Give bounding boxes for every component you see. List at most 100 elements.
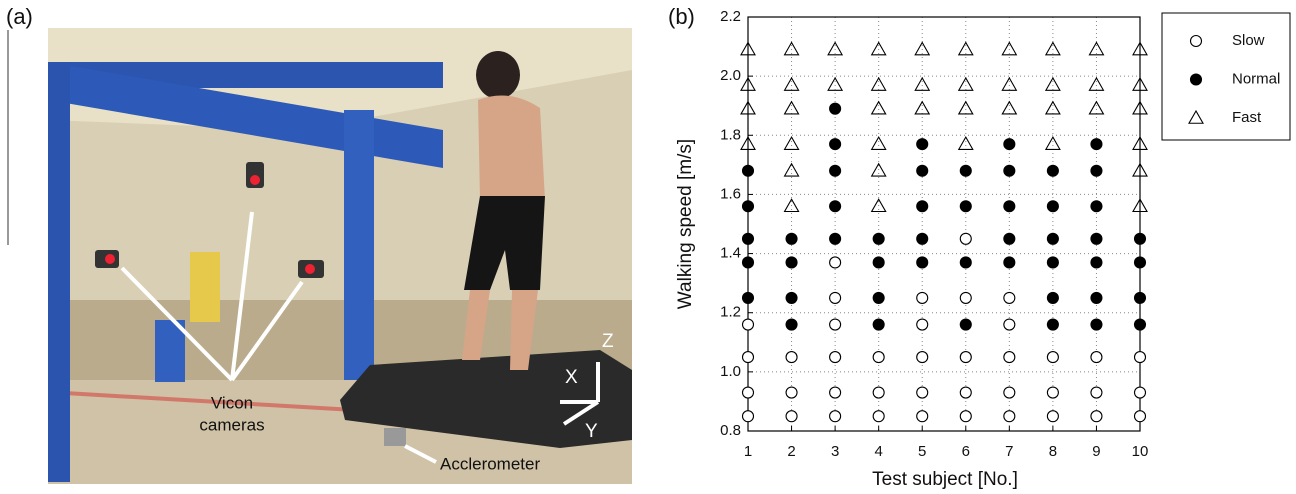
point <box>1133 291 1147 304</box>
panel-label: (b) <box>668 4 695 29</box>
point <box>1003 200 1016 213</box>
y-tick-label: 1.6 <box>720 185 741 202</box>
point <box>740 41 756 56</box>
legend-marker <box>1189 73 1203 86</box>
point <box>1046 351 1059 364</box>
person-torso <box>478 95 545 200</box>
point <box>1003 386 1016 399</box>
point <box>872 256 885 269</box>
point <box>959 164 972 177</box>
point <box>1046 386 1059 399</box>
point <box>783 136 800 150</box>
point <box>1003 318 1016 331</box>
camera-light <box>250 175 260 185</box>
point <box>829 256 842 269</box>
point <box>1132 100 1148 115</box>
point <box>916 351 929 364</box>
point <box>1132 41 1148 56</box>
point <box>1133 318 1147 331</box>
y-tick-label: 0.8 <box>720 422 741 439</box>
point <box>1090 386 1103 399</box>
point <box>1088 100 1105 115</box>
point <box>1090 138 1103 151</box>
point <box>1046 291 1059 304</box>
point <box>785 256 798 269</box>
point <box>957 100 974 115</box>
frame-leg <box>344 110 374 380</box>
point <box>829 102 842 115</box>
point <box>872 386 885 399</box>
y-tick-label: 1.0 <box>720 363 741 380</box>
point <box>1090 351 1103 364</box>
point <box>1090 200 1103 213</box>
legend-marker <box>1189 34 1203 48</box>
point <box>827 41 844 56</box>
x-tick-label: 8 <box>1049 443 1057 460</box>
point <box>872 291 885 304</box>
point <box>916 256 929 269</box>
point <box>740 100 756 115</box>
point <box>741 200 755 213</box>
y-tick-label: 1.4 <box>720 245 741 262</box>
point <box>916 410 929 423</box>
point <box>1090 256 1103 269</box>
x-tick-label: 9 <box>1092 443 1100 460</box>
point <box>1001 76 1018 91</box>
point <box>1003 256 1016 269</box>
point <box>957 76 974 91</box>
point <box>914 100 931 115</box>
point <box>959 256 972 269</box>
point <box>870 198 887 213</box>
door <box>190 252 220 322</box>
point <box>740 76 756 91</box>
photo-label: Y <box>585 421 598 442</box>
panel-label: (a) <box>6 4 33 29</box>
point <box>1088 76 1105 91</box>
point <box>959 232 972 245</box>
point <box>783 162 800 177</box>
point <box>783 76 800 91</box>
point <box>829 351 842 364</box>
person-head <box>476 51 520 99</box>
point <box>916 291 929 304</box>
point <box>741 351 755 364</box>
accelerometer <box>384 428 406 446</box>
point <box>1001 100 1018 115</box>
point <box>916 200 929 213</box>
point <box>1090 318 1103 331</box>
point <box>1003 351 1016 364</box>
point <box>1044 76 1061 91</box>
point <box>829 386 842 399</box>
point <box>1090 232 1103 245</box>
point <box>959 318 972 331</box>
point <box>829 318 842 331</box>
legend-box <box>1161 12 1291 141</box>
point <box>1044 41 1061 56</box>
arrows <box>120 211 600 464</box>
point <box>870 100 887 115</box>
point <box>1133 410 1147 423</box>
point <box>1090 164 1103 177</box>
point <box>829 138 842 151</box>
camera-light <box>305 264 315 274</box>
point <box>785 351 798 364</box>
point <box>1046 410 1059 423</box>
legend-marker <box>1188 109 1204 124</box>
point <box>785 291 798 304</box>
point <box>829 410 842 423</box>
point <box>957 41 974 56</box>
legend-label: Fast <box>1232 109 1262 126</box>
x-tick-label: 5 <box>918 443 926 460</box>
camera-light <box>105 254 115 264</box>
point <box>916 232 929 245</box>
x-tick-label: 2 <box>787 443 795 460</box>
point <box>1090 291 1103 304</box>
frame-leg <box>155 320 185 382</box>
point <box>1132 198 1148 213</box>
point <box>1003 291 1016 304</box>
point <box>1132 162 1148 177</box>
y-tick-label: 1.2 <box>720 304 741 321</box>
point <box>1133 232 1147 245</box>
point <box>829 164 842 177</box>
plot: 1 2 3 4 5 6 7 8 9 10 0.8 1.0 1.2 1.4 1.6 1.8 2.0 2.2 Slow N… <box>720 8 1291 460</box>
